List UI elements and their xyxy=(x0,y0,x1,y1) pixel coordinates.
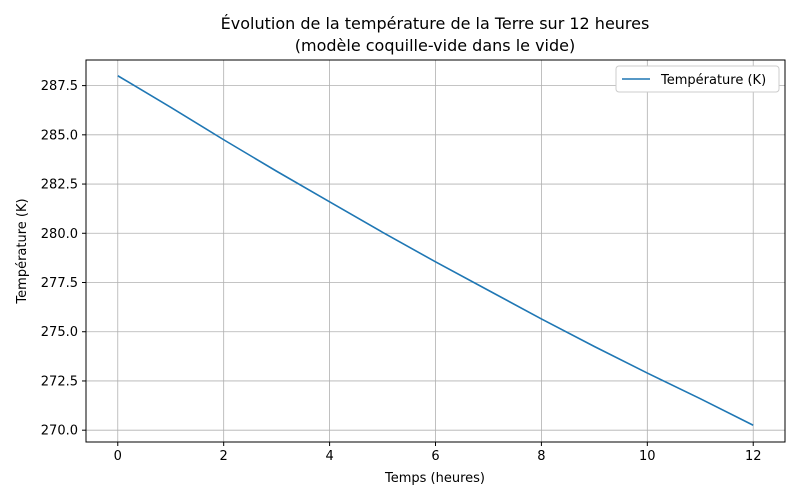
y-tick-label: 287.5 xyxy=(41,79,78,94)
legend-label: Température (K) xyxy=(660,73,766,88)
chart-subtitle: (modèle coquille-vide dans le vide) xyxy=(295,36,575,55)
x-tick-label: 8 xyxy=(537,449,545,464)
series-line-0 xyxy=(117,75,754,426)
x-axis-ticks: 0 2 4 6 8 10 12 xyxy=(114,442,762,464)
grid-lines xyxy=(86,60,785,442)
x-axis-label: Temps (heures) xyxy=(384,471,485,486)
y-tick-label: 285.0 xyxy=(41,128,78,143)
series-layer xyxy=(117,75,754,426)
chart-title: Évolution de la température de la Terre … xyxy=(221,14,650,33)
y-tick-label: 275.0 xyxy=(41,325,78,340)
x-tick-label: 0 xyxy=(114,449,122,464)
x-tick-label: 6 xyxy=(431,449,439,464)
y-tick-label: 277.5 xyxy=(41,276,78,291)
y-tick-label: 270.0 xyxy=(41,424,78,439)
x-tick-label: 12 xyxy=(745,449,762,464)
x-tick-label: 10 xyxy=(639,449,656,464)
x-tick-label: 2 xyxy=(220,449,228,464)
y-tick-label: 282.5 xyxy=(41,178,78,193)
y-axis-label: Température (K) xyxy=(15,198,30,304)
legend-box xyxy=(615,65,780,93)
y-axis-ticks: 270.0 272.5 275.0 277.5 280.0 282.5 285.0 287.5 xyxy=(41,79,86,439)
legend: Température (K) xyxy=(615,65,780,93)
x-tick-label: 4 xyxy=(325,449,333,464)
y-tick-label: 280.0 xyxy=(41,227,78,242)
y-tick-label: 272.5 xyxy=(41,374,78,389)
